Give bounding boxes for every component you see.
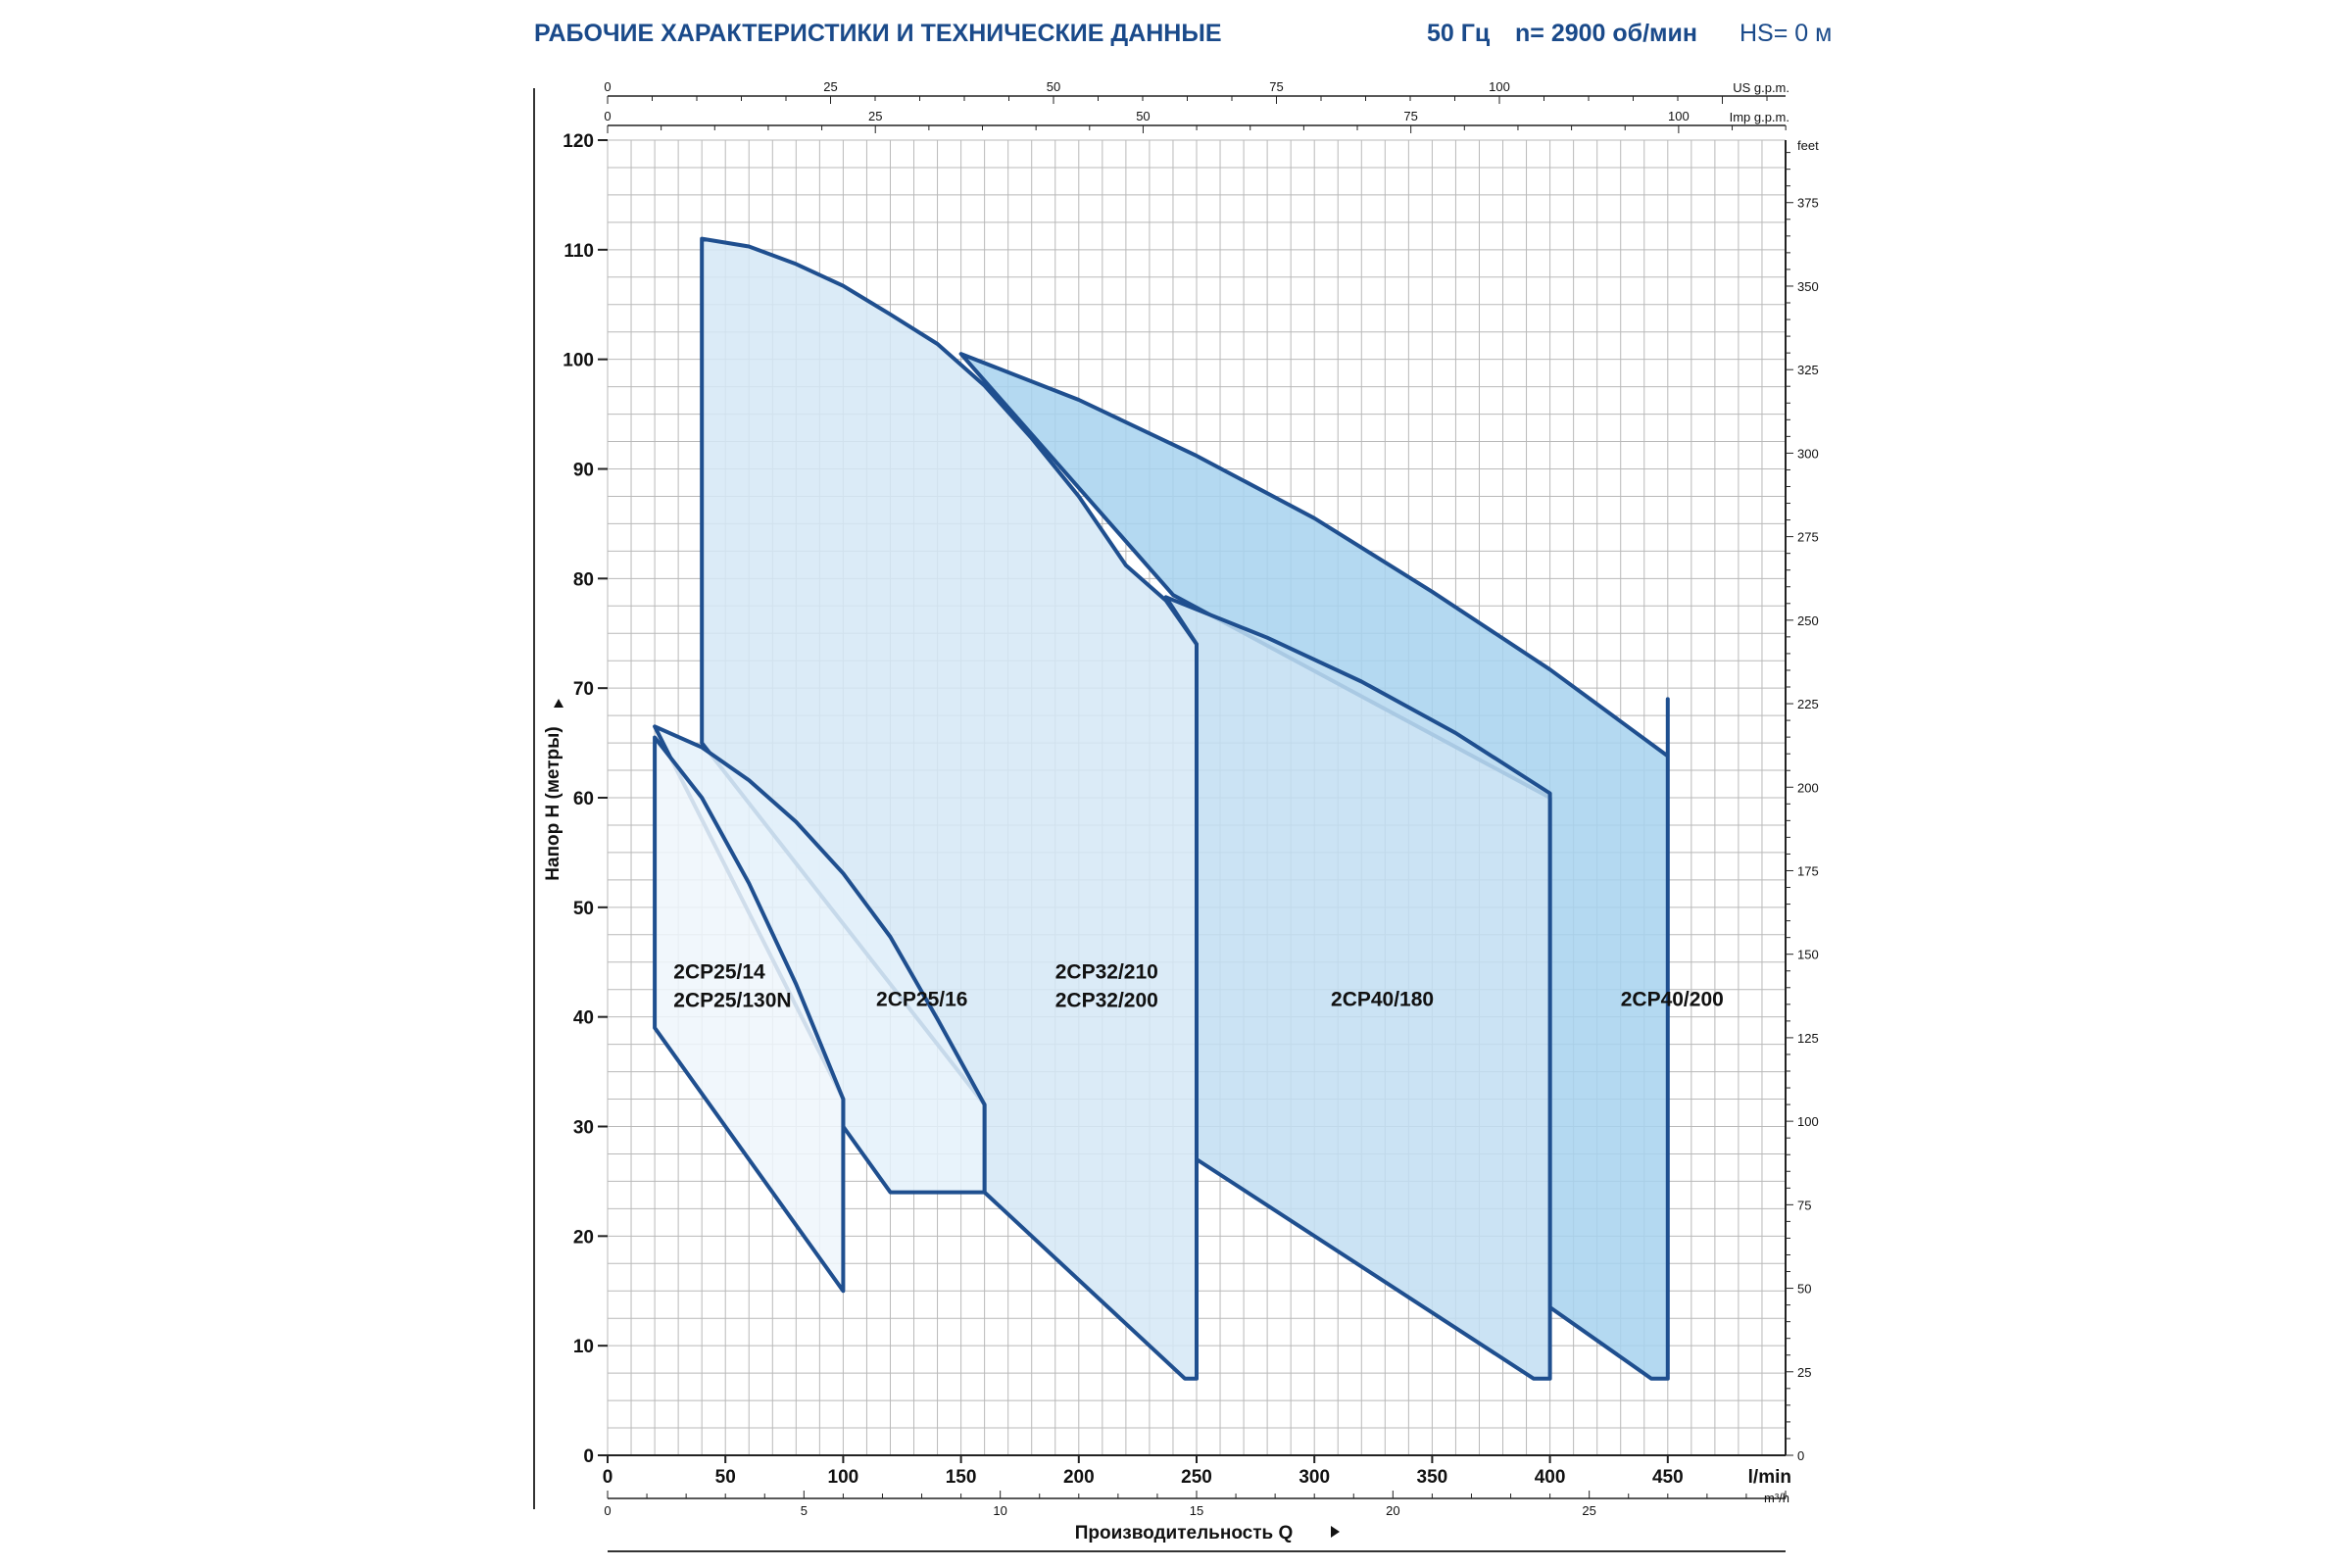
feet-tick-label: 325: [1797, 363, 1819, 377]
us-gpm-tick-label: 25: [823, 79, 837, 94]
feet-tick-label: 125: [1797, 1031, 1819, 1046]
imp-gpm-tick-label: 100: [1668, 109, 1690, 123]
x-tick-label: 200: [1063, 1467, 1095, 1488]
series-label-line: 2CP25/14: [673, 961, 765, 984]
feet-tick-label: 350: [1797, 279, 1819, 294]
x-tick-label: 400: [1535, 1467, 1566, 1488]
pump-curves: [653, 236, 1670, 1381]
m3h-unit-label: m³/h: [1764, 1491, 1789, 1505]
us-gpm-tick-label: 75: [1269, 79, 1283, 94]
feet-tick-label: 100: [1797, 1114, 1819, 1129]
series-label-2cp40-180: 2CP40/180: [1331, 988, 1434, 1010]
imp-gpm-unit-label: Imp g.p.m.: [1730, 110, 1789, 124]
frequency-label: 50 Гц: [1427, 20, 1491, 47]
y-tick-label: 40: [573, 1008, 594, 1029]
chart-header: РАБОЧИЕ ХАРАКТЕРИСТИКИ И ТЕХНИЧЕСКИЕ ДАН…: [0, 0, 2352, 78]
m3h-tick-label: 20: [1386, 1503, 1399, 1518]
x-tick-label: 450: [1652, 1467, 1684, 1488]
imp-gpm-tick-label: 50: [1136, 109, 1150, 123]
y-tick-label: 30: [573, 1118, 594, 1139]
y-tick-label: 100: [563, 351, 594, 371]
feet-tick-label: 300: [1797, 446, 1819, 461]
us-gpm-tick-label: 100: [1489, 79, 1510, 94]
series-label-2cp25-16: 2CP25/16: [876, 988, 967, 1010]
feet-tick-label: 175: [1797, 863, 1819, 878]
series-label-line: 2CP25/130N: [673, 990, 791, 1012]
y-tick-label: 60: [573, 789, 594, 809]
imp-gpm-tick-label: 25: [868, 109, 882, 123]
m3h-tick-label: 0: [604, 1503, 611, 1518]
y-tick-label: 70: [573, 679, 594, 700]
feet-tick-label: 75: [1797, 1198, 1811, 1212]
y-tick-label: 90: [573, 461, 594, 481]
x-unit-label: l/min: [1748, 1467, 1791, 1488]
y-tick-label: 50: [573, 899, 594, 919]
m3h-tick-label: 5: [801, 1503, 808, 1518]
feet-tick-label: 275: [1797, 530, 1819, 545]
x-tick-label: 250: [1181, 1467, 1212, 1488]
m3h-tick-label: 10: [993, 1503, 1006, 1518]
y-tick-label: 110: [564, 241, 594, 262]
x-tick-label: 300: [1298, 1467, 1330, 1488]
x-tick-label: 150: [946, 1467, 977, 1488]
m3h-tick-label: 15: [1190, 1503, 1203, 1518]
x-axis-arrow-icon: [1331, 1526, 1340, 1538]
us-gpm-tick-label: 50: [1047, 79, 1060, 94]
imp-gpm-tick-label: 0: [604, 109, 611, 123]
suction-head-label: HS= 0 м: [1740, 20, 1833, 47]
us-gpm-tick-label: 0: [604, 79, 611, 94]
series-label-2cp40-200: 2CP40/200: [1621, 988, 1724, 1010]
series-label-2cp32-210: 2CP32/210 2CP32/200: [1055, 961, 1158, 1012]
series-label-line: 2CP32/210: [1055, 961, 1158, 984]
x-tick-label: 0: [603, 1467, 613, 1488]
feet-tick-label: 0: [1797, 1448, 1804, 1463]
us-gpm-unit-label: US g.p.m.: [1733, 80, 1789, 95]
y-tick-label: 10: [573, 1337, 594, 1357]
speed-label: n= 2900 об/мин: [1515, 20, 1697, 47]
m3h-tick-label: 25: [1582, 1503, 1595, 1518]
feet-tick-label: 225: [1797, 697, 1819, 711]
series-label-line: 2CP40/180: [1331, 988, 1434, 1010]
series-label-line: 2CP40/200: [1621, 988, 1724, 1010]
feet-tick-label: 250: [1797, 613, 1819, 628]
imp-gpm-tick-label: 75: [1403, 109, 1417, 123]
feet-tick-label: 25: [1797, 1365, 1811, 1380]
x-axis-title: Производительность Q: [1075, 1523, 1294, 1544]
y-tick-label: 80: [573, 569, 594, 590]
x-tick-label: 100: [828, 1467, 859, 1488]
feet-tick-label: 200: [1797, 780, 1819, 795]
series-labels: 2CP40/200 2CP40/180 2CP32/210 2CP32/200 2CP2…: [673, 961, 1724, 1012]
x-tick-label: 350: [1417, 1467, 1448, 1488]
series-label-line: 2CP25/16: [876, 988, 967, 1010]
chart-title: РАБОЧИЕ ХАРАКТЕРИСТИКИ И ТЕХНИЧЕСКИЕ ДАН…: [534, 20, 1222, 47]
y-axis-title: Напор H (метры): [543, 726, 564, 880]
y-axis-arrow-icon: [554, 699, 564, 708]
feet-tick-label: 50: [1797, 1282, 1811, 1297]
feet-unit-label: feet: [1797, 138, 1819, 153]
feet-tick-label: 375: [1797, 196, 1819, 211]
y-tick-label: 120: [563, 131, 594, 152]
x-tick-label: 50: [715, 1467, 736, 1488]
y-tick-label: 0: [583, 1446, 594, 1467]
series-label-line: 2CP32/200: [1055, 990, 1158, 1012]
y-tick-label: 20: [573, 1227, 594, 1248]
feet-tick-label: 150: [1797, 948, 1819, 962]
series-label-2cp25-14: 2CP25/14 2CP25/130N: [673, 961, 791, 1012]
series-area-2cp25-14: [653, 735, 846, 1294]
